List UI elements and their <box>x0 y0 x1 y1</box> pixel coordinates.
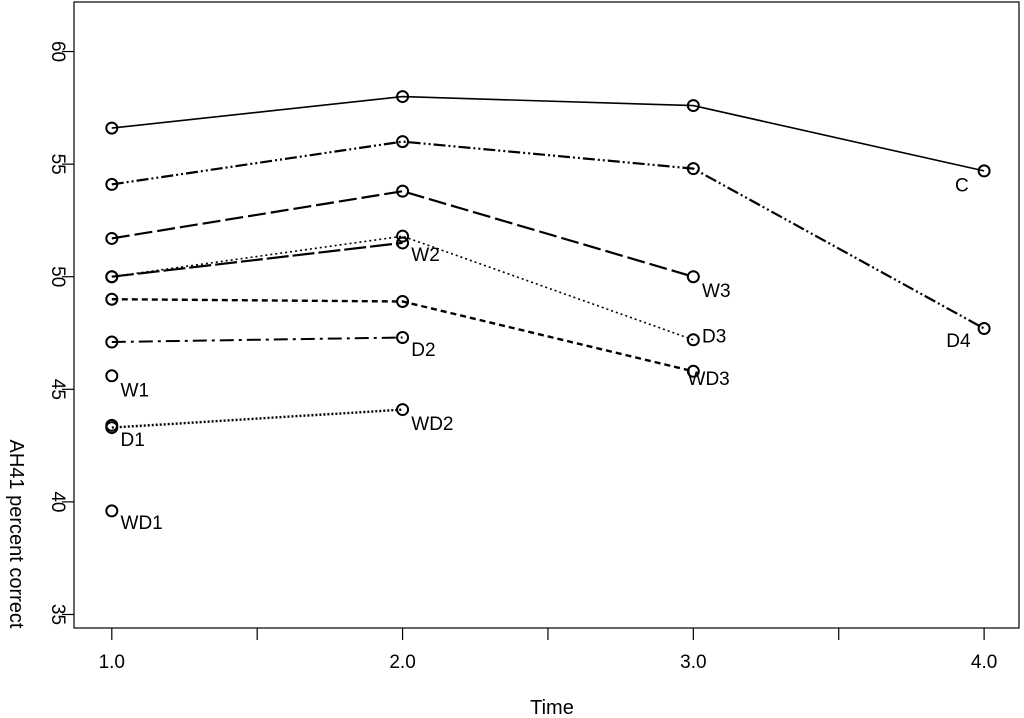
point-labels: C D4 W3 D3 WD3 W2 D2 WD2 W1 D1 WD1 <box>121 175 972 534</box>
x-tick-label: 4.0 <box>971 652 997 673</box>
point-c <box>977 164 991 178</box>
point-label-d2: D2 <box>411 340 435 361</box>
point-wd1 <box>105 504 119 518</box>
series-line-w2 <box>111 241 403 278</box>
point-w3 <box>396 184 410 198</box>
axes: 1.0 2.0 3.0 4.0 35 40 45 50 55 60 <box>47 41 997 673</box>
y-tick-label: 55 <box>47 154 68 175</box>
point-w3 <box>686 270 700 284</box>
x-tick-label: 2.0 <box>389 652 415 673</box>
point-d4 <box>686 162 700 176</box>
y-axis-title: AH41 percent correct <box>5 440 27 629</box>
point-d3 <box>686 333 700 347</box>
point-d4 <box>105 177 119 191</box>
x-tick-label: 1.0 <box>99 652 125 673</box>
series-markers <box>105 90 991 518</box>
series-line-c <box>111 95 985 172</box>
series-line-d2 <box>111 336 403 343</box>
y-tick-label: 45 <box>47 379 68 400</box>
series-line-w3 <box>111 190 694 278</box>
point-w1 <box>105 369 119 383</box>
x-tick-label: 3.0 <box>680 652 706 673</box>
point-label-wd2: WD2 <box>411 414 453 435</box>
point-w2 <box>105 270 119 284</box>
point-wd3 <box>396 294 410 308</box>
point-label-d1: D1 <box>121 430 145 451</box>
point-d3 <box>396 229 410 243</box>
point-label-w2: W2 <box>411 245 440 266</box>
point-w3 <box>105 231 119 245</box>
point-label-wd1: WD1 <box>121 513 163 534</box>
point-d2 <box>396 331 410 345</box>
point-w2 <box>396 236 410 250</box>
point-d2 <box>105 335 119 349</box>
point-label-d4: D4 <box>946 331 971 352</box>
plot-frame <box>73 1 1020 629</box>
point-d1 <box>105 418 119 432</box>
y-tick-label: 35 <box>47 604 68 625</box>
point-d4 <box>396 135 410 149</box>
point-label-w3: W3 <box>702 281 731 302</box>
y-tick-label: 40 <box>47 491 68 512</box>
x-axis-title: Time <box>530 697 574 718</box>
series-lines <box>111 95 985 429</box>
point-wd2 <box>396 403 410 417</box>
y-tick-label: 60 <box>47 41 68 62</box>
series-line-wd3 <box>111 298 694 373</box>
y-tick-label: 50 <box>47 266 68 287</box>
point-d4 <box>977 322 991 336</box>
point-c <box>105 121 119 135</box>
point-label-d3: D3 <box>702 326 726 347</box>
point-c <box>396 90 410 104</box>
point-label-wd3: WD3 <box>688 369 730 390</box>
series-line-wd2 <box>111 408 403 429</box>
point-label-w1: W1 <box>121 380 149 401</box>
point-wd3 <box>105 292 119 306</box>
series-line-d4 <box>111 140 985 330</box>
point-wd3 <box>686 364 700 378</box>
point-label-c: C <box>955 175 969 196</box>
point-c <box>686 99 700 113</box>
